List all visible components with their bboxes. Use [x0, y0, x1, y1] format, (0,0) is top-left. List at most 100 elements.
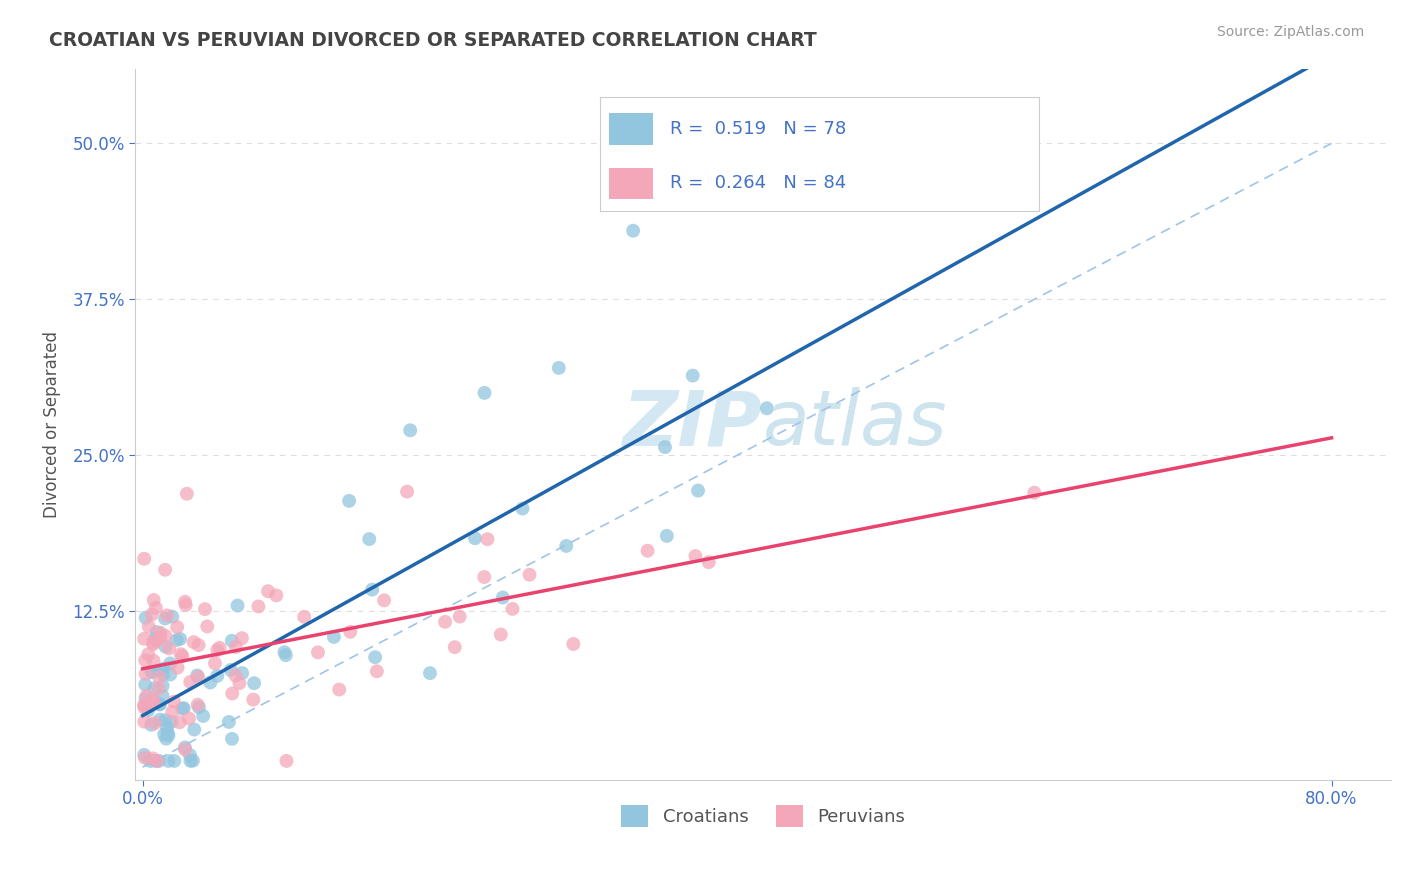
Point: [242, 692, 264, 706]
Point: [142, 654, 165, 668]
Point: [153, 727, 176, 741]
Point: [654, 440, 676, 454]
Point: [134, 699, 156, 714]
Point: [160, 705, 183, 719]
Point: [170, 647, 193, 661]
Point: [135, 610, 157, 624]
Point: [173, 701, 195, 715]
Point: [1024, 485, 1046, 500]
Point: [138, 619, 160, 633]
Point: [183, 723, 205, 737]
Point: [149, 697, 172, 711]
Point: [149, 625, 172, 640]
Point: [142, 637, 165, 651]
Point: [166, 620, 188, 634]
Point: [134, 653, 156, 667]
Point: [142, 751, 165, 765]
Point: [492, 591, 515, 605]
Point: [364, 650, 387, 665]
Point: [219, 663, 242, 677]
Point: [134, 551, 156, 566]
Point: [156, 608, 179, 623]
Point: [322, 630, 344, 644]
Point: [266, 588, 288, 602]
Point: [159, 667, 181, 681]
Point: [157, 641, 180, 656]
Point: [141, 718, 163, 732]
Point: [231, 631, 253, 645]
Point: [449, 609, 471, 624]
Point: [174, 598, 197, 612]
Point: [555, 539, 578, 553]
Point: [142, 635, 165, 649]
Point: [682, 368, 704, 383]
Point: [686, 483, 709, 498]
Point: [174, 595, 197, 609]
Point: [162, 609, 184, 624]
Point: [655, 529, 678, 543]
Point: [157, 754, 180, 768]
Point: [155, 731, 177, 746]
Point: [225, 640, 247, 654]
Point: [134, 698, 156, 712]
Point: [231, 666, 253, 681]
Point: [366, 665, 388, 679]
Point: [193, 709, 215, 723]
Point: [179, 754, 201, 768]
Point: [177, 711, 200, 725]
Point: [419, 666, 441, 681]
Point: [218, 714, 240, 729]
Point: [337, 494, 360, 508]
Point: [472, 570, 495, 584]
Point: [257, 584, 280, 599]
Point: [143, 681, 166, 696]
Point: [273, 645, 295, 659]
Point: [207, 643, 229, 657]
Point: [443, 640, 465, 655]
Point: [186, 668, 208, 682]
Point: [359, 532, 381, 546]
Point: [200, 675, 222, 690]
Point: [166, 632, 188, 647]
Point: [159, 657, 181, 671]
Text: atlas: atlas: [763, 387, 948, 461]
Point: [134, 700, 156, 714]
Point: [399, 423, 422, 437]
Point: [155, 629, 177, 643]
Point: [221, 633, 243, 648]
Point: [172, 649, 194, 664]
Point: [225, 668, 247, 682]
Point: [134, 747, 156, 762]
Point: [148, 681, 170, 696]
Point: [149, 713, 172, 727]
Legend: Croatians, Peruvians: Croatians, Peruvians: [614, 798, 912, 835]
Point: [187, 670, 209, 684]
Point: [155, 640, 177, 654]
Point: [637, 543, 659, 558]
Point: [307, 645, 329, 659]
Point: [474, 385, 496, 400]
Point: [145, 600, 167, 615]
Point: [434, 615, 457, 629]
Point: [228, 676, 250, 690]
Point: [149, 698, 172, 712]
Point: [179, 747, 201, 762]
Point: [172, 701, 194, 715]
Point: [149, 663, 172, 677]
Point: [204, 657, 226, 671]
Point: [187, 638, 209, 652]
Point: [547, 360, 569, 375]
Point: [183, 635, 205, 649]
Point: [142, 693, 165, 707]
Point: [519, 567, 541, 582]
Point: [328, 682, 350, 697]
Point: [755, 401, 778, 416]
Point: [373, 593, 395, 607]
Point: [146, 754, 169, 768]
Point: [146, 633, 169, 648]
Point: [502, 602, 524, 616]
Point: [148, 754, 170, 768]
Point: [152, 662, 174, 676]
Point: [149, 631, 172, 645]
Point: [247, 599, 270, 614]
